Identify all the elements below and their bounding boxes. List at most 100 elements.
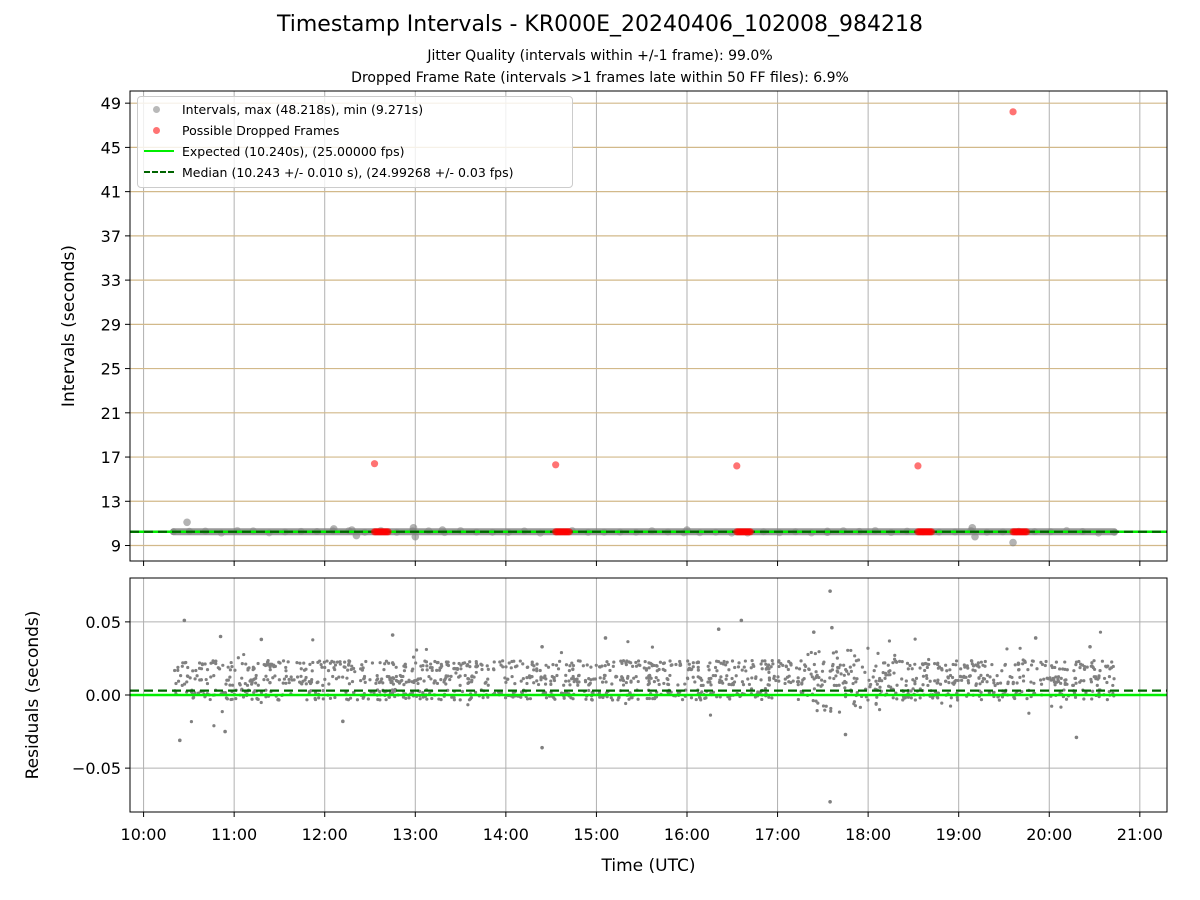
residual-point bbox=[1077, 659, 1081, 664]
bottom-y-axis-label: Residuals (seconds) bbox=[23, 611, 43, 780]
residual-point bbox=[571, 667, 575, 671]
residual-point bbox=[450, 695, 454, 699]
residual-point bbox=[719, 675, 723, 679]
residual-point bbox=[568, 664, 572, 668]
residual-point bbox=[317, 659, 322, 663]
residual-point bbox=[530, 660, 534, 664]
residual-point bbox=[647, 679, 651, 683]
residual-point bbox=[191, 696, 195, 700]
residual-point bbox=[562, 696, 566, 700]
residual-point bbox=[499, 691, 504, 695]
residual-point bbox=[459, 667, 463, 671]
residual-point bbox=[959, 667, 963, 671]
residual-point bbox=[844, 668, 848, 672]
residual-point bbox=[1035, 667, 1039, 671]
residual-point bbox=[543, 682, 548, 686]
residual-point bbox=[791, 679, 795, 683]
residual-point bbox=[830, 668, 835, 672]
residual-point bbox=[867, 678, 871, 682]
residual-point bbox=[549, 679, 553, 683]
residual-point bbox=[822, 660, 826, 664]
residual-point bbox=[1098, 669, 1102, 673]
residual-point bbox=[376, 697, 380, 702]
residual-point bbox=[214, 659, 218, 663]
residual-point bbox=[506, 677, 510, 681]
legend-expected-line bbox=[144, 150, 174, 152]
residual-point bbox=[609, 696, 613, 700]
residual-point bbox=[237, 682, 242, 686]
residual-point bbox=[704, 696, 708, 700]
residual-point bbox=[817, 675, 821, 680]
legend-intervals: Intervals, max (48.218s), min (9.271s) bbox=[138, 99, 423, 119]
residual-point bbox=[634, 674, 638, 679]
x-axis-label: Time (UTC) bbox=[601, 856, 696, 876]
residual-point bbox=[789, 663, 793, 667]
x-tick-label-21: 21:00 bbox=[1117, 825, 1163, 844]
residual-point bbox=[740, 680, 745, 684]
residual-point bbox=[214, 661, 218, 666]
residual-point bbox=[769, 665, 773, 669]
residual-point bbox=[856, 658, 861, 662]
residual-point bbox=[949, 696, 953, 700]
residual-point bbox=[425, 668, 429, 672]
residual-point bbox=[444, 674, 449, 678]
residual-point bbox=[384, 698, 388, 702]
residual-point bbox=[515, 664, 519, 668]
residual-point bbox=[956, 678, 960, 683]
residual-point bbox=[727, 668, 731, 672]
residual-point bbox=[875, 695, 879, 699]
residual-point bbox=[900, 660, 904, 664]
residual-point bbox=[1050, 664, 1054, 668]
residual-point bbox=[598, 676, 602, 680]
residual-point bbox=[1092, 667, 1097, 672]
residual-point bbox=[814, 674, 818, 679]
residual-point bbox=[713, 665, 718, 670]
residual-point bbox=[800, 682, 804, 686]
residual-point bbox=[321, 697, 325, 701]
residual-point bbox=[228, 675, 232, 679]
residual-point bbox=[903, 696, 907, 700]
residual-point bbox=[193, 691, 197, 695]
residual-point bbox=[229, 697, 233, 702]
residual-point bbox=[1016, 668, 1021, 672]
residual-point bbox=[686, 668, 690, 672]
residual-point bbox=[185, 680, 189, 684]
dropped-frame-point bbox=[370, 460, 379, 468]
top-ytick-label-45: 45 bbox=[101, 138, 121, 157]
residual-point bbox=[764, 662, 768, 666]
residual-point bbox=[387, 661, 391, 665]
residual-point bbox=[368, 678, 372, 682]
residual-point bbox=[835, 656, 839, 660]
residual-point bbox=[653, 697, 657, 701]
residual-point bbox=[292, 678, 296, 682]
residual-point bbox=[351, 666, 356, 671]
residual-point bbox=[390, 688, 395, 692]
residual-point bbox=[384, 659, 389, 663]
residual-point bbox=[646, 683, 650, 687]
residual-point bbox=[715, 669, 719, 673]
residual-point bbox=[696, 660, 700, 664]
residual-point bbox=[1026, 667, 1030, 672]
residual-point bbox=[691, 675, 695, 679]
residual-point bbox=[383, 662, 387, 666]
residual-point bbox=[385, 674, 389, 679]
residual-point bbox=[910, 667, 914, 671]
residual-point bbox=[347, 682, 352, 686]
residual-point bbox=[938, 682, 943, 686]
residual-point bbox=[887, 684, 891, 688]
residual-point bbox=[908, 663, 912, 668]
residual-point bbox=[898, 659, 902, 663]
residual-point bbox=[697, 695, 702, 699]
dropped-frame-point bbox=[1009, 108, 1017, 116]
residual-point bbox=[693, 680, 697, 684]
residual-point bbox=[469, 695, 473, 700]
residual-point bbox=[647, 666, 651, 670]
residual-point bbox=[543, 674, 547, 678]
residual-point bbox=[786, 667, 790, 672]
residual-point bbox=[634, 664, 639, 668]
residual-point bbox=[568, 683, 572, 687]
residual-point bbox=[391, 682, 395, 686]
residual-point bbox=[970, 662, 974, 666]
residual-point bbox=[959, 675, 963, 679]
residual-point bbox=[300, 682, 304, 686]
